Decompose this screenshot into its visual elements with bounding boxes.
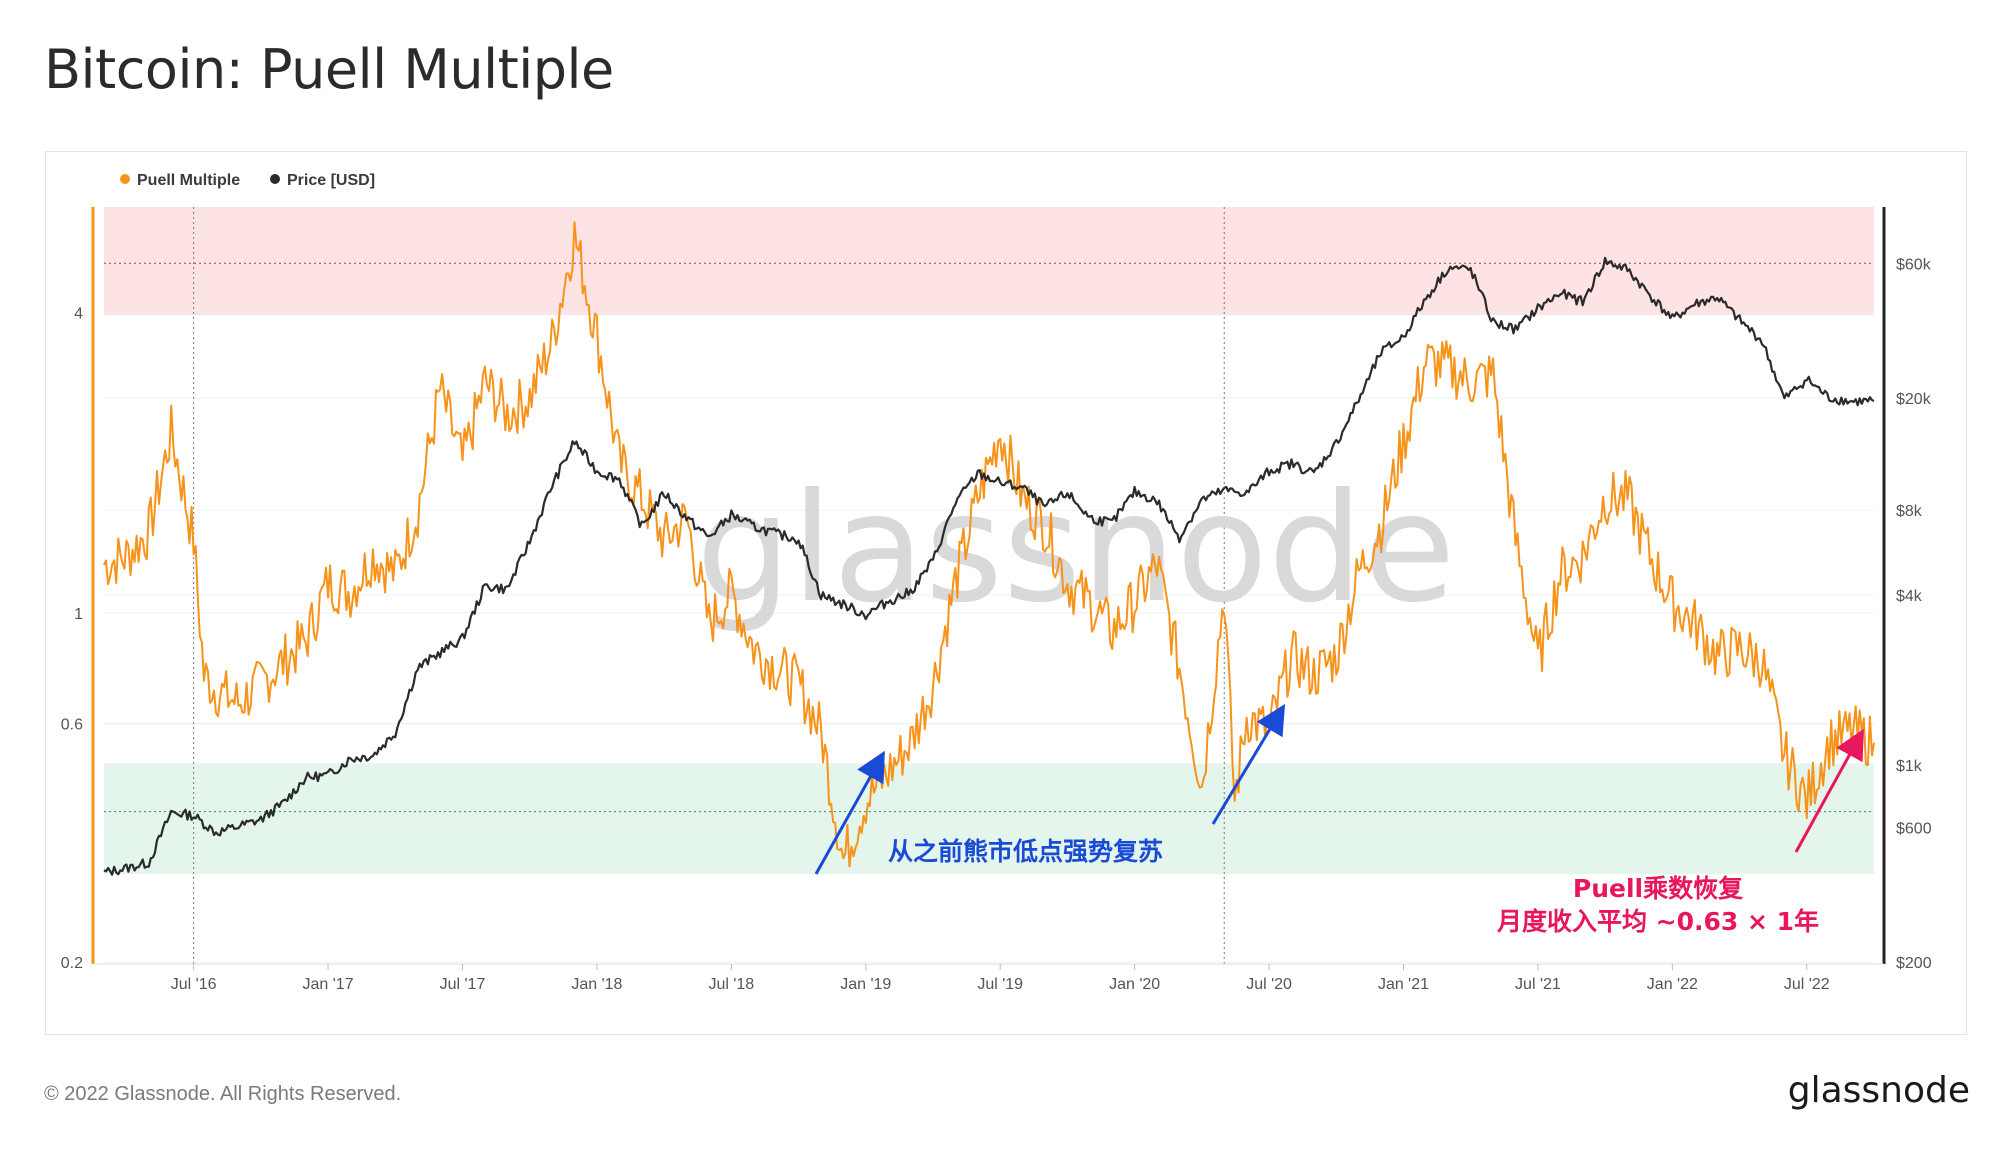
x-tick-label: Jul '19	[977, 976, 1023, 993]
y-left-tick-label: 4	[74, 305, 83, 322]
x-tick-label: Jan '21	[1378, 976, 1429, 993]
axes-layer	[91, 207, 1886, 965]
y-left-tick-label: 0.6	[61, 717, 83, 734]
x-tick-label: Jan '20	[1109, 976, 1160, 993]
puell-line	[103, 221, 1875, 868]
legend-label-price: Price [USD]	[287, 172, 375, 189]
glassnode-logo: glassnode	[1787, 1070, 1970, 1111]
x-tick-label: Jan '17	[303, 976, 354, 993]
annotations: 从之前熊市低点强势复苏 Puell乘数恢复 月度收入平均 ~0.63 × 1年	[814, 703, 1864, 936]
x-tick-label: Jul '18	[708, 976, 754, 993]
puell-series	[103, 221, 1875, 868]
x-tick-label: Jul '21	[1515, 976, 1561, 993]
y-right-tick-label: $20k	[1896, 391, 1932, 408]
y-right-tick-label: $8k	[1896, 503, 1923, 520]
x-tick-label: Jan '18	[571, 976, 622, 993]
zone-overheated	[104, 207, 1874, 316]
recovery-arrow-2022	[1794, 728, 1864, 853]
chart-frame: glassnode 0.2 0.6 1 4 $200 $600 $1k $4k $8k $20k $…	[45, 151, 1967, 1035]
chart-title: Bitcoin: Puell Multiple	[44, 38, 614, 101]
grid-layer	[104, 207, 1874, 966]
price-line	[103, 256, 1875, 876]
legend-marker-puell	[120, 174, 130, 184]
x-tick-label: Jul '17	[440, 976, 486, 993]
legend-marker-price	[270, 174, 280, 184]
price-series	[103, 256, 1875, 876]
y-right-tick-label: $4k	[1896, 588, 1923, 605]
y-left-tick-label: 1	[74, 606, 83, 623]
legend-label-puell: Puell Multiple	[137, 172, 240, 189]
recovery-arrow-2020	[1211, 703, 1286, 825]
tick-labels: 0.2 0.6 1 4 $200 $600 $1k $4k $8k $20k $60k Jul '16…	[61, 256, 1932, 993]
x-tick-label: Jul '22	[1784, 976, 1830, 993]
y-right-tick-label: $1k	[1896, 758, 1923, 775]
watermark: glassnode	[696, 462, 1455, 636]
zone-undervalued	[104, 763, 1874, 875]
zones-layer	[104, 207, 1874, 875]
chart-svg: glassnode 0.2 0.6 1 4 $200 $600 $1k $4k $8k $20k $…	[61, 172, 1932, 993]
copyright-text: © 2022 Glassnode. All Rights Reserved.	[44, 1083, 402, 1105]
x-tick-label: Jan '19	[840, 976, 891, 993]
y-left-tick-label: 0.2	[61, 955, 83, 972]
annotation-puell-line1: Puell乘数恢复	[1573, 874, 1744, 903]
y-right-tick-label: $600	[1896, 820, 1932, 837]
y-right-tick-label: $200	[1896, 955, 1932, 972]
y-right-tick-label: $60k	[1896, 256, 1932, 273]
annotation-recovery: 从之前熊市低点强势复苏	[888, 837, 1163, 866]
x-tick-label: Jan '22	[1647, 976, 1698, 993]
x-tick-label: Jul '16	[171, 976, 217, 993]
recovery-arrow-2019	[814, 750, 885, 875]
annotation-puell-line2: 月度收入平均 ~0.63 × 1年	[1496, 907, 1819, 936]
legend: Puell Multiple Price [USD]	[120, 172, 375, 189]
x-tick-label: Jul '20	[1246, 976, 1292, 993]
